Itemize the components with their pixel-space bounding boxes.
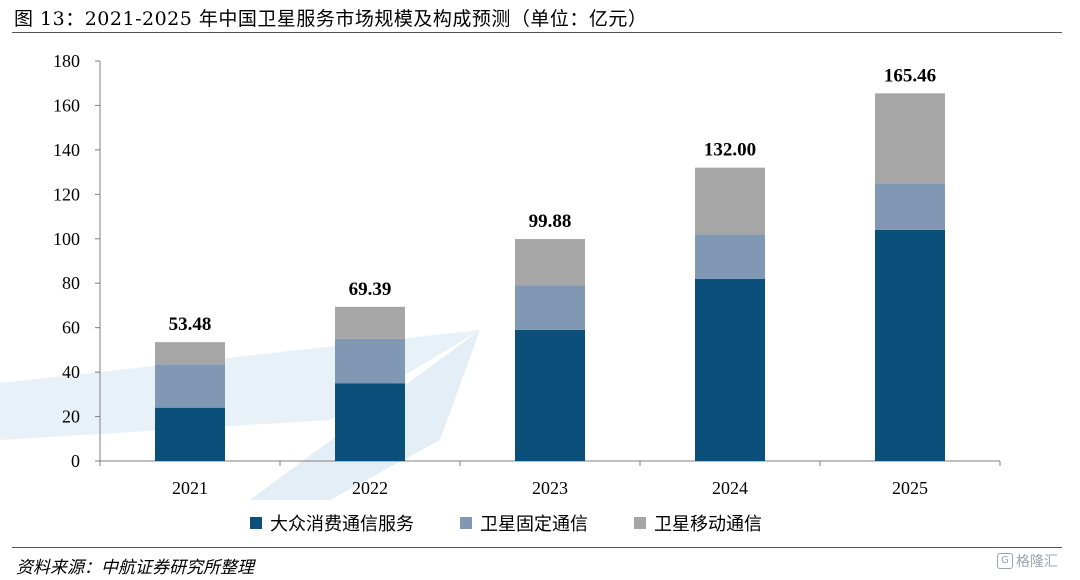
legend-swatch-fixed [460, 517, 472, 529]
bar-segment-fixed [335, 338, 405, 384]
y-tick-label: 140 [53, 140, 80, 160]
x-tick-label: 2021 [172, 478, 208, 498]
y-tick-label: 160 [53, 95, 80, 115]
bar-segment-mobile [335, 306, 405, 339]
legend-swatch-mobile [634, 517, 646, 529]
y-tick-label: 0 [71, 451, 80, 471]
bar-segment-consumer [695, 278, 765, 461]
bar-segment-consumer [515, 329, 585, 461]
x-tick-label: 2025 [892, 478, 928, 498]
legend-label-fixed: 卫星固定通信 [480, 514, 588, 535]
source-note: 资料来源：中航证券研究所整理 [16, 558, 254, 578]
x-tick-label: 2023 [532, 478, 568, 498]
bar-segment-fixed [155, 364, 225, 408]
bar-total-label: 99.88 [529, 211, 572, 232]
legend: 大众消费通信服务 卫星固定通信 卫星移动通信 [250, 510, 762, 536]
legend-item-mobile: 卫星移动通信 [634, 510, 762, 536]
y-tick-label: 80 [62, 273, 80, 293]
title-rule [12, 32, 1062, 33]
y-tick-label: 60 [62, 318, 80, 338]
watermark-text: 格隆汇 [1016, 554, 1058, 570]
bar-total-label: 165.46 [884, 65, 936, 86]
stacked-bar-chart: 0 20 40 60 80 100 120 140 160 180 53.48 2021 69.39 2… [0, 51, 1001, 500]
bar-segment-fixed [695, 234, 765, 279]
bar-segment-consumer [875, 229, 945, 461]
bar-total-label: 69.39 [349, 279, 392, 300]
bar-total-label: 53.48 [169, 314, 212, 335]
footer-rule [12, 547, 1062, 548]
bar-segment-consumer [155, 407, 225, 461]
labels: 53.48 2021 69.39 2022 99.88 2023 132.00 2024 165… [169, 65, 937, 498]
bar-total-label: 132.00 [704, 140, 756, 161]
legend-label-consumer: 大众消费通信服务 [270, 514, 414, 535]
y-tick-label: 180 [53, 51, 80, 71]
legend-label-mobile: 卫星移动通信 [654, 514, 762, 535]
bars [155, 93, 945, 461]
bar-segment-mobile [155, 342, 225, 365]
chart-title: 图 13：2021-2025 年中国卫星服务市场规模及构成预测（单位：亿元） [14, 8, 648, 30]
legend-swatch-consumer [250, 517, 262, 529]
legend-item-consumer: 大众消费通信服务 [250, 510, 414, 536]
bar-segment-fixed [875, 183, 945, 230]
bar-segment-mobile [515, 239, 585, 286]
x-tick-label: 2022 [352, 478, 388, 498]
y-tick-label: 20 [62, 407, 80, 427]
bar-segment-consumer [335, 383, 405, 461]
watermark: G 格隆汇 [997, 551, 1058, 571]
y-tick-label: 40 [62, 362, 80, 382]
bar-segment-mobile [695, 167, 765, 235]
legend-item-fixed: 卫星固定通信 [460, 510, 588, 536]
y-tick-label: 120 [53, 184, 80, 204]
bar-segment-mobile [875, 93, 945, 184]
x-tick-label: 2024 [712, 478, 748, 498]
y-tick-label: 100 [53, 229, 80, 249]
bar-segment-fixed [515, 285, 585, 330]
watermark-logo-icon: G [997, 553, 1013, 569]
